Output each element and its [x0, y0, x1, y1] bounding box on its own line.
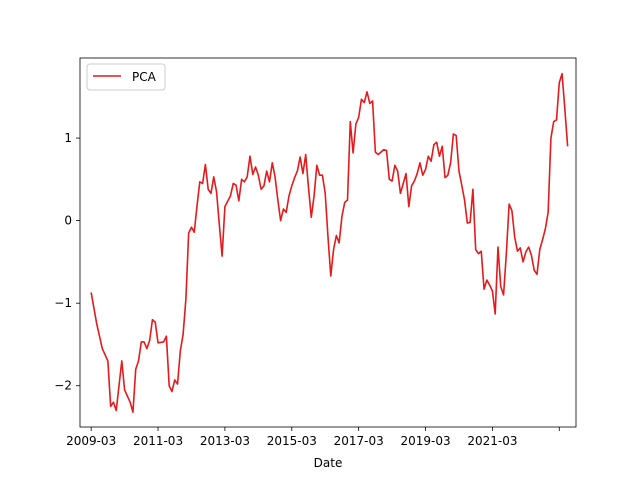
- legend-pca-label: PCA: [132, 70, 157, 84]
- x-tick-label: 2021-03: [467, 434, 517, 448]
- x-tick-label: 2019-03: [400, 434, 450, 448]
- legend-box: [86, 63, 166, 91]
- x-axis: 2009-03 2011-03 2013-03 2015-03 2017-03 2019-…: [66, 427, 560, 448]
- x-tick-label: 2017-03: [334, 434, 384, 448]
- plot-area: [90, 72, 569, 413]
- x-axis-title: Date: [314, 456, 343, 470]
- axes-frame: [79, 57, 577, 428]
- x-tick-label: 2011-03: [133, 434, 183, 448]
- x-tick-label: 2013-03: [200, 434, 250, 448]
- y-tick-label: −2: [54, 379, 72, 393]
- x-tick-label: 2015-03: [267, 434, 317, 448]
- pca-series-line: [90, 72, 569, 413]
- y-axis: −2 −1 0 1: [54, 131, 80, 393]
- legend: PCA: [86, 63, 166, 91]
- y-tick-label: 1: [64, 131, 72, 145]
- y-tick-label: 0: [64, 214, 72, 228]
- y-tick-label: −1: [54, 296, 72, 310]
- x-tick-label: 2009-03: [66, 434, 116, 448]
